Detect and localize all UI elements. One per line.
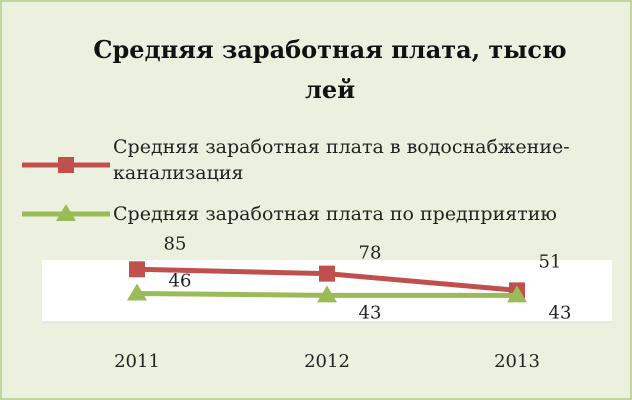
- data-label: 78: [359, 243, 382, 264]
- legend-label: Средняя заработная плата в водоснабжение…: [113, 136, 570, 184]
- legend-label: Средняя заработная плата по предприятию: [113, 203, 557, 225]
- data-label: 43: [359, 302, 382, 323]
- x-tick-label: 2011: [114, 351, 160, 372]
- data-label: 85: [164, 233, 187, 254]
- marker: [56, 204, 76, 221]
- chart-title: Средняя заработная плата, тысю лей: [93, 35, 567, 104]
- data-label: 51: [539, 251, 562, 272]
- x-tick-label: 2012: [304, 351, 350, 372]
- x-tick-label: 2013: [494, 351, 540, 372]
- marker: [317, 285, 337, 303]
- data-label: 43: [549, 302, 572, 323]
- marker: [507, 285, 527, 303]
- marker: [129, 261, 145, 278]
- data-label: 46: [169, 270, 192, 291]
- marker: [319, 265, 335, 282]
- marker: [127, 283, 147, 301]
- marker: [58, 157, 74, 173]
